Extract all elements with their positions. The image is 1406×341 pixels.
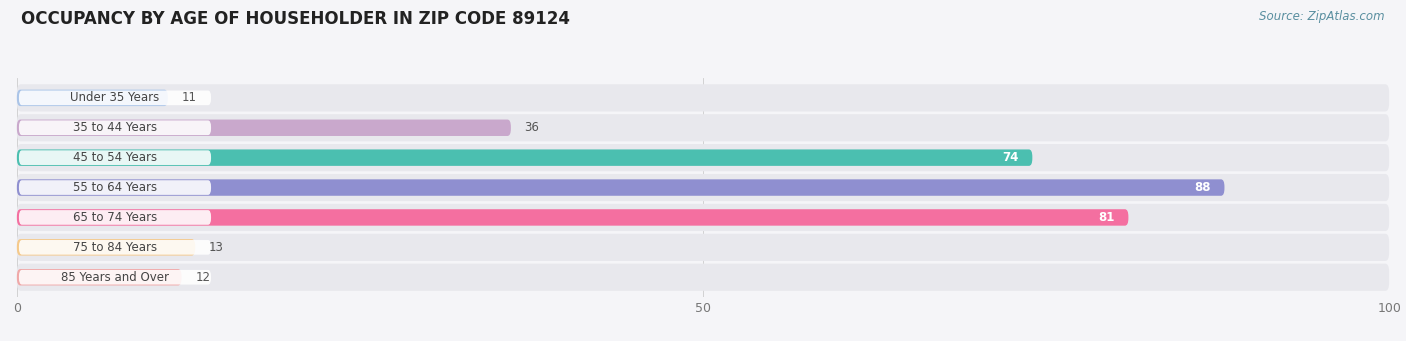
Text: Source: ZipAtlas.com: Source: ZipAtlas.com bbox=[1260, 10, 1385, 23]
Text: 45 to 54 Years: 45 to 54 Years bbox=[73, 151, 157, 164]
FancyBboxPatch shape bbox=[18, 180, 211, 195]
Text: 75 to 84 Years: 75 to 84 Years bbox=[73, 241, 157, 254]
FancyBboxPatch shape bbox=[18, 240, 211, 255]
FancyBboxPatch shape bbox=[17, 90, 167, 106]
Text: 35 to 44 Years: 35 to 44 Years bbox=[73, 121, 157, 134]
FancyBboxPatch shape bbox=[18, 150, 211, 165]
FancyBboxPatch shape bbox=[17, 239, 195, 255]
Text: 88: 88 bbox=[1194, 181, 1211, 194]
Text: 55 to 64 Years: 55 to 64 Years bbox=[73, 181, 157, 194]
FancyBboxPatch shape bbox=[17, 84, 1389, 112]
Text: 36: 36 bbox=[524, 121, 540, 134]
FancyBboxPatch shape bbox=[17, 120, 510, 136]
FancyBboxPatch shape bbox=[17, 114, 1389, 142]
FancyBboxPatch shape bbox=[17, 144, 1389, 171]
FancyBboxPatch shape bbox=[17, 209, 1129, 226]
Text: 12: 12 bbox=[195, 271, 211, 284]
FancyBboxPatch shape bbox=[18, 270, 211, 284]
Text: 85 Years and Over: 85 Years and Over bbox=[60, 271, 169, 284]
FancyBboxPatch shape bbox=[17, 204, 1389, 231]
FancyBboxPatch shape bbox=[17, 179, 1225, 196]
Text: OCCUPANCY BY AGE OF HOUSEHOLDER IN ZIP CODE 89124: OCCUPANCY BY AGE OF HOUSEHOLDER IN ZIP C… bbox=[21, 10, 569, 28]
FancyBboxPatch shape bbox=[17, 174, 1389, 201]
Text: 74: 74 bbox=[1002, 151, 1018, 164]
Text: 11: 11 bbox=[181, 91, 197, 104]
FancyBboxPatch shape bbox=[18, 120, 211, 135]
FancyBboxPatch shape bbox=[18, 91, 211, 105]
FancyBboxPatch shape bbox=[18, 210, 211, 225]
Text: Under 35 Years: Under 35 Years bbox=[70, 91, 160, 104]
FancyBboxPatch shape bbox=[17, 234, 1389, 261]
FancyBboxPatch shape bbox=[17, 264, 1389, 291]
FancyBboxPatch shape bbox=[17, 269, 181, 285]
FancyBboxPatch shape bbox=[17, 149, 1032, 166]
Text: 65 to 74 Years: 65 to 74 Years bbox=[73, 211, 157, 224]
Text: 81: 81 bbox=[1098, 211, 1115, 224]
Text: 13: 13 bbox=[209, 241, 224, 254]
